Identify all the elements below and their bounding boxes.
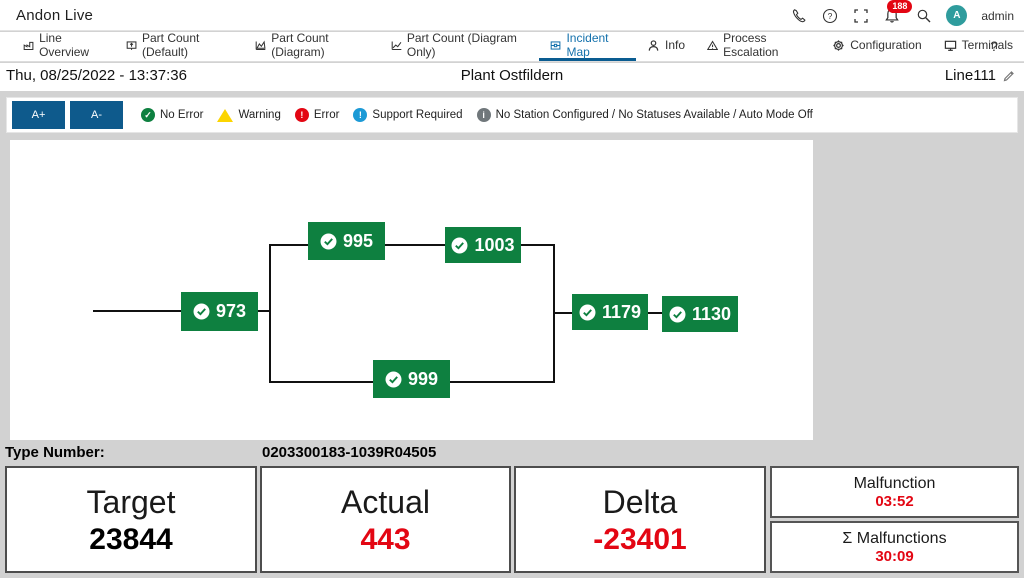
tab-part-count-diagram-only[interactable]: Part Count (Diagram Only) [380,31,540,61]
line-label: Line111 [944,67,996,84]
board-arrow-icon [126,40,137,50]
type-number-label: Type Number: [5,444,105,461]
target-panel: Target 23844 [5,466,257,573]
check-circle-icon [669,306,686,322]
target-value: 23844 [89,522,173,556]
station-node-1130[interactable]: 1130 [662,296,738,332]
incident-map-icon [551,40,561,50]
line-selector[interactable]: Line111 [945,67,1016,84]
status-legend: ✓ No Error Warning ! Error ! Support Req… [141,108,813,122]
check-circle-icon [385,371,402,387]
malfunction-label: Malfunction [853,474,936,492]
delta-panel: Delta -23401 [514,466,766,573]
status-bar: Thu, 08/25/2022 - 13:37:36 Plant Ostfild… [0,63,1024,91]
fullscreen-icon[interactable] [852,7,869,24]
sum-malfunctions-panel: Σ Malfunctions 30:09 [770,521,1019,573]
check-circle-icon [452,237,468,253]
warning-triangle-icon [217,108,234,122]
tab-configuration[interactable]: Configuration [821,32,932,61]
tab-terminals[interactable]: Terminals [933,32,1024,61]
area-chart-icon [255,39,266,50]
notifications-bell-icon[interactable]: 188 [883,0,913,25]
incident-map-canvas: 973 995 1003 999 1179 1130 [10,140,813,440]
legend-error: ! Error [294,108,339,122]
phone-icon[interactable] [790,7,807,24]
factory-icon [23,41,34,50]
tab-incident-map[interactable]: Incident Map [539,31,636,61]
target-label: Target [86,483,176,520]
tab-part-count-default[interactable]: Part Count (Default) [115,31,244,61]
connector-line [648,312,663,314]
delta-label: Delta [602,483,678,520]
legend-warning: Warning [217,108,281,122]
search-icon[interactable] [915,7,932,24]
help-icon[interactable]: ? [821,7,838,24]
check-circle-icon [193,303,210,320]
station-node-999[interactable]: 999 [373,360,450,398]
app-header: Andon Live ? 188 A admin [0,0,1024,31]
datetime-label: Thu, 08/25/2022 - 13:37:36 [6,67,187,84]
avatar[interactable]: A [946,5,968,26]
edit-pencil-icon[interactable] [1002,69,1016,83]
legend-toolbar: A+ A- ✓ No Error Warning ! Error ! Suppo… [6,97,1018,133]
warning-triangle-icon [707,40,719,50]
connector-line [93,310,181,312]
font-decrease-button[interactable]: A- [70,101,123,129]
main-nav: Line Overview Part Count (Default) Part … [0,31,1024,62]
monitor-icon [944,40,956,51]
check-circle-icon: ✓ [141,108,155,122]
station-node-973[interactable]: 973 [181,292,258,331]
station-node-1179[interactable]: 1179 [572,294,648,330]
type-number-row: Type Number: 0203300183-1039R04505 [0,443,1024,465]
info-circle-icon: i [476,108,491,122]
malfunction-panel: Malfunction 03:52 [770,466,1019,518]
branch-vertical-left [269,244,271,383]
font-increase-button[interactable]: A+ [12,101,65,129]
tab-part-count-diagram[interactable]: Part Count (Diagram) [244,31,380,61]
tab-info[interactable]: Info [636,32,696,61]
svg-text:?: ? [827,11,832,21]
support-circle-icon: ! [353,108,368,122]
tab-process-escalation[interactable]: Process Escalation [696,31,821,61]
station-node-1003[interactable]: 1003 [445,227,521,263]
actual-label: Actual [341,483,430,520]
branch-top-line [269,244,555,246]
check-circle-icon [320,233,337,249]
station-node-995[interactable]: 995 [308,222,385,260]
gear-icon [833,39,844,51]
nav-help-button[interactable]: ? [990,38,998,54]
plant-title: Plant Ostfildern [460,67,564,84]
app-title: Andon Live [16,6,94,24]
tab-line-overview[interactable]: Line Overview [12,31,115,61]
check-circle-icon [579,304,596,320]
username-label[interactable]: admin [981,8,1014,23]
actual-panel: Actual 443 [260,466,511,573]
connector-line [553,312,572,314]
sum-malfunctions-label: Σ Malfunctions [842,529,947,547]
delta-value: -23401 [593,522,687,556]
legend-support-required: ! Support Required [353,108,463,122]
legend-no-station: i No Station Configured / No Statuses Av… [476,108,813,122]
error-circle-icon: ! [294,108,309,122]
person-icon [648,39,659,51]
notification-count-badge: 188 [887,0,913,13]
header-actions: ? 188 A admin [790,0,1014,31]
line-chart-icon [391,41,402,50]
connector-line [258,310,271,312]
sum-malfunctions-value: 30:09 [875,547,914,565]
legend-no-error: ✓ No Error [141,108,203,122]
actual-value: 443 [360,522,411,556]
type-number-value: 0203300183-1039R04505 [262,444,437,461]
malfunction-value: 03:52 [875,492,914,510]
